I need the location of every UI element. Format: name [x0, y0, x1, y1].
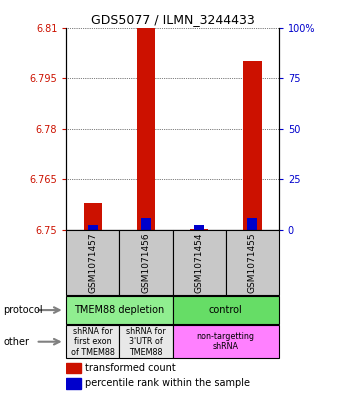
Text: shRNA for
first exon
of TMEM88: shRNA for first exon of TMEM88	[71, 327, 115, 356]
Bar	[66, 362, 81, 373]
Bar	[226, 230, 279, 295]
Bar	[173, 325, 279, 358]
Text: non-targetting
shRNA: non-targetting shRNA	[197, 332, 255, 351]
Bar	[66, 296, 173, 324]
Text: control: control	[209, 305, 242, 315]
Bar	[119, 325, 173, 358]
Text: GSM1071455: GSM1071455	[248, 232, 257, 293]
Bar	[66, 230, 119, 295]
Bar	[190, 229, 208, 230]
Text: protocol: protocol	[3, 305, 43, 315]
Bar	[66, 325, 119, 358]
Bar	[84, 203, 102, 230]
Text: transformed count: transformed count	[85, 363, 176, 373]
Bar	[88, 225, 98, 230]
Bar	[119, 230, 173, 295]
Bar	[141, 218, 151, 230]
Text: GSM1071454: GSM1071454	[194, 232, 204, 292]
Bar	[173, 230, 226, 295]
Text: GSM1071456: GSM1071456	[141, 232, 151, 293]
Text: percentile rank within the sample: percentile rank within the sample	[85, 378, 250, 388]
Text: GSM1071457: GSM1071457	[88, 232, 97, 293]
Bar	[248, 218, 257, 230]
Bar	[173, 296, 279, 324]
Bar	[194, 225, 204, 230]
Title: GDS5077 / ILMN_3244433: GDS5077 / ILMN_3244433	[91, 13, 254, 26]
Text: other: other	[3, 337, 29, 347]
Bar	[66, 378, 81, 389]
Text: TMEM88 depletion: TMEM88 depletion	[74, 305, 165, 315]
Bar	[243, 61, 261, 230]
Bar	[137, 28, 155, 230]
Text: shRNA for
3'UTR of
TMEM88: shRNA for 3'UTR of TMEM88	[126, 327, 166, 356]
